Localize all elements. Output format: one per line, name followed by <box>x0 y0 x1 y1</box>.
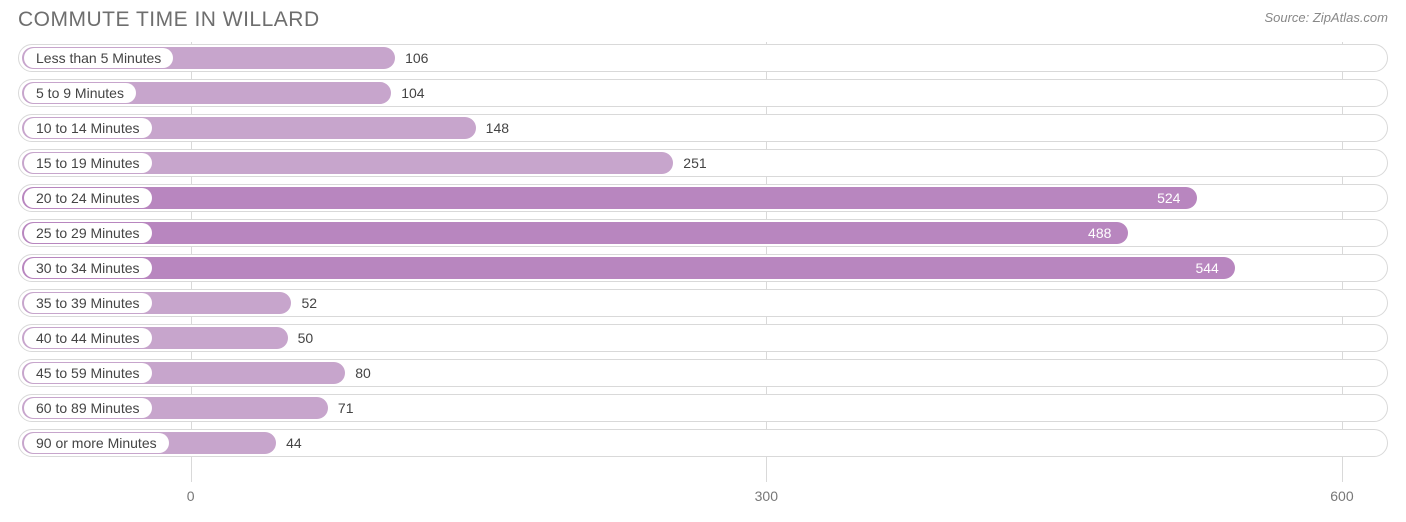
bar-fill <box>22 257 1235 279</box>
bar-row: Less than 5 Minutes 106 <box>18 44 1388 72</box>
bar-value-label: 488 <box>1088 220 1111 246</box>
bar-value-label: 106 <box>405 45 428 71</box>
source-name: ZipAtlas.com <box>1313 10 1388 25</box>
chart-title: COMMUTE TIME IN WILLARD <box>18 8 320 32</box>
bar-category-label: 5 to 9 Minutes <box>24 83 136 103</box>
bar-row: 10 to 14 Minutes 148 <box>18 114 1388 142</box>
chart-header: COMMUTE TIME IN WILLARD Source: ZipAtlas… <box>0 0 1406 36</box>
bar-category-label: 15 to 19 Minutes <box>24 153 152 173</box>
bar-value-label: 544 <box>1195 255 1218 281</box>
bar-category-label: 90 or more Minutes <box>24 433 169 453</box>
bar-row: 5 to 9 Minutes 104 <box>18 79 1388 107</box>
bar-row: 20 to 24 Minutes 524 <box>18 184 1388 212</box>
bar-fill <box>22 222 1128 244</box>
bar-value-label: 80 <box>355 360 371 386</box>
bar-row: 25 to 29 Minutes 488 <box>18 219 1388 247</box>
bar-value-label: 44 <box>286 430 302 456</box>
bar-row: 30 to 34 Minutes 544 <box>18 254 1388 282</box>
x-axis-tick: 300 <box>755 488 778 504</box>
x-axis: 0 300 600 <box>18 486 1388 514</box>
bar-value-label: 524 <box>1157 185 1180 211</box>
bar-value-label: 71 <box>338 395 354 421</box>
bars-container: Less than 5 Minutes 106 5 to 9 Minutes 104 1… <box>18 42 1388 457</box>
bar-value-label: 50 <box>298 325 314 351</box>
bar-fill <box>22 187 1197 209</box>
x-axis-tick: 600 <box>1330 488 1353 504</box>
bar-category-label: 35 to 39 Minutes <box>24 293 152 313</box>
bar-row: 60 to 89 Minutes 71 <box>18 394 1388 422</box>
bar-row: 35 to 39 Minutes 52 <box>18 289 1388 317</box>
bar-category-label: 20 to 24 Minutes <box>24 188 152 208</box>
bar-category-label: Less than 5 Minutes <box>24 48 173 68</box>
chart-area: Less than 5 Minutes 106 5 to 9 Minutes 104 1… <box>18 42 1388 482</box>
bar-value-label: 104 <box>401 80 424 106</box>
bar-value-label: 251 <box>683 150 706 176</box>
bar-category-label: 40 to 44 Minutes <box>24 328 152 348</box>
bar-row: 15 to 19 Minutes 251 <box>18 149 1388 177</box>
bar-category-label: 25 to 29 Minutes <box>24 223 152 243</box>
bar-value-label: 148 <box>486 115 509 141</box>
chart-source: Source: ZipAtlas.com <box>1264 8 1388 25</box>
bar-category-label: 45 to 59 Minutes <box>24 363 152 383</box>
x-axis-tick: 0 <box>187 488 195 504</box>
bar-row: 45 to 59 Minutes 80 <box>18 359 1388 387</box>
source-prefix: Source: <box>1264 10 1312 25</box>
bar-category-label: 10 to 14 Minutes <box>24 118 152 138</box>
bar-row: 90 or more Minutes 44 <box>18 429 1388 457</box>
bar-row: 40 to 44 Minutes 50 <box>18 324 1388 352</box>
bar-category-label: 60 to 89 Minutes <box>24 398 152 418</box>
bar-value-label: 52 <box>301 290 317 316</box>
bar-category-label: 30 to 34 Minutes <box>24 258 152 278</box>
